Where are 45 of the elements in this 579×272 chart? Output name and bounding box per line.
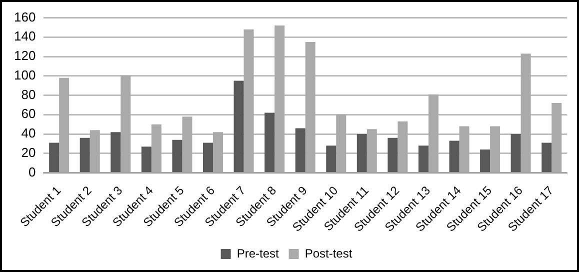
y-tick-label: 40 (21, 126, 36, 141)
y-tick-label: 120 (14, 48, 36, 64)
bar (234, 80, 244, 172)
bar (510, 134, 521, 172)
bar (356, 134, 367, 172)
bar (295, 128, 306, 172)
bar (366, 129, 377, 172)
bar (336, 114, 346, 172)
bar (552, 103, 562, 172)
bar (418, 146, 428, 172)
y-tick-label: 20 (21, 144, 36, 160)
bar (244, 29, 254, 172)
bar (520, 54, 531, 172)
bar (172, 140, 182, 172)
bar (449, 140, 460, 172)
y-tick-label: 0 (28, 164, 36, 180)
bar (120, 76, 131, 172)
bar (110, 132, 121, 172)
bar (151, 124, 162, 172)
bar (141, 146, 152, 172)
bar (212, 132, 223, 172)
y-tick-label: 60 (21, 106, 36, 122)
bar (490, 126, 500, 172)
bar (398, 121, 408, 172)
y-tick-label: 100 (14, 67, 36, 82)
legend-label: Post-test (304, 246, 353, 260)
bar (542, 142, 552, 172)
bar (49, 142, 60, 172)
bar (59, 78, 70, 172)
legend-label: Pre-test (236, 246, 280, 260)
bar (428, 94, 438, 172)
y-tick-label: 140 (14, 28, 36, 44)
y-tick-label: 160 (14, 9, 36, 24)
bar (182, 116, 192, 172)
bar (274, 26, 285, 172)
y-tick-label: 80 (21, 86, 36, 102)
bar (305, 42, 316, 172)
bar (80, 138, 90, 172)
bar (480, 150, 490, 172)
bar (202, 142, 213, 172)
bar (459, 126, 470, 172)
bar (388, 138, 398, 172)
bar (326, 146, 336, 172)
bar (90, 130, 100, 172)
bar (264, 112, 275, 172)
